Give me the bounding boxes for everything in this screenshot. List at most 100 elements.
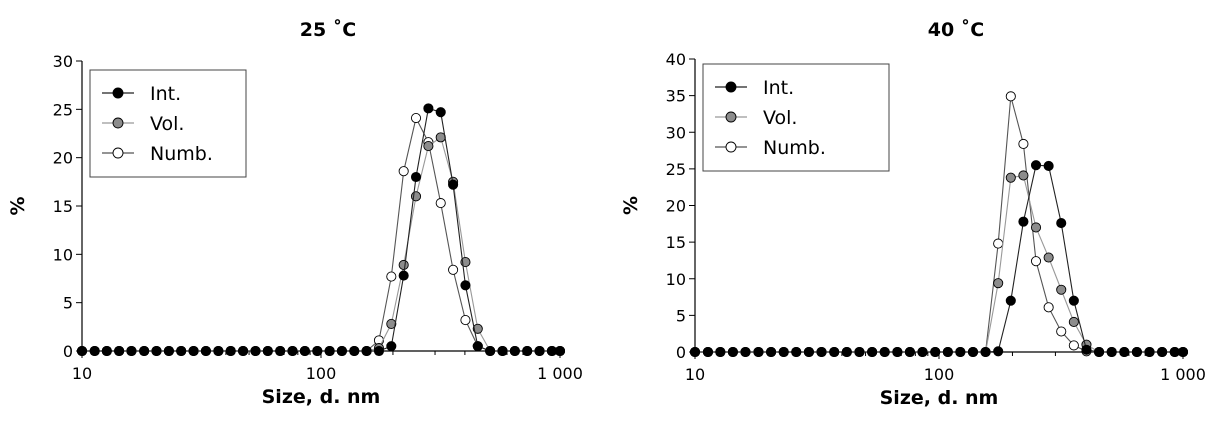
data-point xyxy=(727,346,738,358)
data-point xyxy=(262,345,273,357)
data-point xyxy=(373,345,385,357)
y-tick-label: 5 xyxy=(63,294,73,313)
x-tick-label: 1 000 xyxy=(537,364,583,383)
data-point xyxy=(942,346,953,358)
data-point xyxy=(1119,346,1130,358)
data-point xyxy=(917,346,928,358)
x-tick-label: 10 xyxy=(685,365,705,384)
data-point xyxy=(213,345,224,357)
data-point xyxy=(1043,252,1054,263)
series-int xyxy=(76,103,566,357)
data-point xyxy=(841,346,852,358)
series-int xyxy=(689,160,1189,358)
legend-marker xyxy=(725,81,737,93)
data-point xyxy=(398,166,409,177)
data-point xyxy=(980,346,991,358)
data-point xyxy=(522,345,533,357)
chart-title: 40 ˚C xyxy=(928,18,985,41)
data-point xyxy=(1068,295,1079,306)
data-point xyxy=(497,345,508,357)
x-tick-label: 10 xyxy=(72,364,92,383)
data-point xyxy=(1030,256,1042,267)
data-point xyxy=(1157,346,1168,358)
data-point xyxy=(225,345,236,357)
data-point xyxy=(753,346,764,358)
data-point xyxy=(460,280,471,291)
legend: Int. Vol. Numb. xyxy=(89,69,247,178)
data-point xyxy=(1018,138,1029,150)
data-point xyxy=(766,346,777,358)
y-tick-label: 40 xyxy=(666,50,686,69)
series-vol xyxy=(689,170,1189,358)
y-tick-label: 25 xyxy=(666,160,686,179)
data-point xyxy=(854,346,865,358)
data-point xyxy=(993,346,1004,357)
data-point xyxy=(126,345,137,357)
x-tick-label: 1 000 xyxy=(1160,365,1206,384)
data-point xyxy=(740,346,751,358)
data-point xyxy=(689,346,701,358)
data-point xyxy=(336,345,347,357)
data-point xyxy=(324,345,335,357)
y-axis-title: % xyxy=(7,196,29,215)
data-point xyxy=(993,278,1004,289)
data-point xyxy=(1131,346,1142,358)
data-point xyxy=(1056,284,1067,295)
data-point xyxy=(410,112,422,124)
chart-title: 25 ˚C xyxy=(300,18,357,41)
data-point xyxy=(398,259,409,271)
data-point xyxy=(435,107,446,118)
data-point xyxy=(386,318,397,329)
x-axis-title: Size, d. nm xyxy=(262,386,381,408)
x-tick-label: 100 xyxy=(306,364,337,383)
x-tick-label: 100 xyxy=(924,365,955,384)
data-point xyxy=(816,346,827,358)
y-tick-label: 20 xyxy=(53,149,73,168)
data-point xyxy=(460,315,471,326)
data-point xyxy=(879,346,890,358)
data-point xyxy=(955,346,966,358)
data-point xyxy=(410,171,422,183)
legend-marker xyxy=(725,141,737,153)
data-point xyxy=(1081,344,1092,355)
data-point xyxy=(554,345,566,357)
data-point xyxy=(1018,216,1029,227)
data-point xyxy=(1144,346,1155,358)
data-point xyxy=(89,345,100,357)
legend-marker xyxy=(725,111,737,123)
data-point xyxy=(299,345,310,357)
data-point xyxy=(312,345,323,357)
y-tick-label: 0 xyxy=(676,343,686,362)
data-point xyxy=(1043,160,1054,171)
data-point xyxy=(1177,346,1189,358)
data-point xyxy=(1056,218,1067,229)
data-point xyxy=(1030,160,1042,171)
legend-label: Int. xyxy=(150,83,181,105)
data-point xyxy=(472,323,483,334)
legend-marker xyxy=(112,87,124,99)
data-point xyxy=(423,141,434,152)
y-tick-label: 30 xyxy=(666,123,686,142)
data-point xyxy=(1106,346,1117,358)
data-point xyxy=(1030,222,1042,233)
data-point xyxy=(509,345,520,357)
data-point xyxy=(1068,316,1079,328)
data-point xyxy=(139,345,150,357)
series-line xyxy=(82,107,560,352)
y-tick-label: 0 xyxy=(63,342,73,361)
data-point xyxy=(448,179,459,190)
data-point xyxy=(534,345,545,357)
y-tick-label: 10 xyxy=(53,245,73,264)
x-axis-title: Size, d. nm xyxy=(880,387,999,409)
data-point xyxy=(930,346,941,358)
legend-label: Vol. xyxy=(763,107,797,129)
data-point xyxy=(386,271,397,282)
data-point xyxy=(435,198,446,209)
data-point xyxy=(361,345,372,357)
data-point xyxy=(472,341,483,352)
series-line xyxy=(695,164,1183,353)
legend-marker xyxy=(112,117,124,129)
legend-label: Numb. xyxy=(763,137,826,159)
y-tick-label: 20 xyxy=(666,197,686,216)
